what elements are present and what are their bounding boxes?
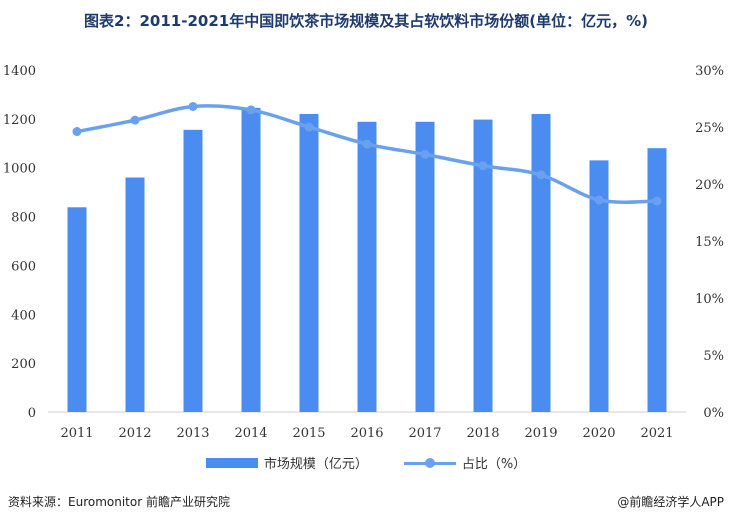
bar <box>241 107 261 412</box>
bar <box>415 121 435 412</box>
bar <box>67 207 87 412</box>
x-tick-label: 2013 <box>176 426 209 441</box>
left-axis: 0 200 400 600 800 1000 1200 1400 <box>3 64 36 421</box>
share-point <box>478 161 488 171</box>
left-tick-label: 1200 <box>3 113 36 128</box>
share-point <box>130 115 140 125</box>
share-point <box>536 170 546 180</box>
chart: 0 200 400 600 800 1000 1200 1400 0% 5% 10% 15% 20% 2… <box>3 64 724 441</box>
left-tick-label: 1400 <box>3 64 36 79</box>
right-tick-label: 25% <box>695 121 724 136</box>
x-tick-label: 2018 <box>466 426 499 441</box>
share-point <box>362 139 372 149</box>
chart-title: 图表2：2011-2021年中国即饮茶市场规模及其占软饮料市场份额(单位：亿元，… <box>84 12 648 30</box>
legend: 市场规模（亿元） 占比（%） <box>0 453 732 472</box>
line-series <box>72 101 662 206</box>
right-tick-label: 20% <box>695 178 724 193</box>
left-tick-label: 600 <box>11 259 36 274</box>
right-tick-label: 30% <box>695 64 724 79</box>
left-tick-label: 800 <box>11 211 36 226</box>
share-point <box>188 101 198 111</box>
legend-item-share: 占比（%） <box>403 453 527 472</box>
left-tick-label: 400 <box>11 308 36 323</box>
source-note: 资料来源：Euromonitor 前瞻产业研究院 <box>8 495 230 509</box>
x-tick-label: 2017 <box>408 426 441 441</box>
bar <box>589 160 609 412</box>
share-point <box>246 105 256 115</box>
x-tick-label: 2012 <box>118 426 151 441</box>
credit-note: @前瞻经济学人APP <box>617 495 724 509</box>
x-tick-label: 2016 <box>350 426 383 441</box>
right-tick-label: 15% <box>695 235 724 250</box>
bar-series <box>67 107 667 412</box>
bar <box>531 113 551 412</box>
x-axis: 2011 2012 2013 2014 2015 2016 2017 2018 2019 2020… <box>60 426 673 441</box>
bar <box>125 177 145 412</box>
legend-label-share: 占比（%） <box>461 457 527 472</box>
left-tick-label: 1000 <box>3 162 36 177</box>
bar <box>647 148 667 412</box>
bar <box>357 121 377 412</box>
right-tick-label: 5% <box>703 349 724 364</box>
share-point <box>420 149 430 159</box>
x-tick-label: 2021 <box>640 426 673 441</box>
legend-line-swatch <box>403 456 456 470</box>
share-point <box>652 196 662 206</box>
right-tick-label: 10% <box>695 292 724 307</box>
right-axis: 0% 5% 10% 15% 20% 25% 30% <box>695 64 724 421</box>
left-tick-label: 200 <box>11 357 36 372</box>
legend-bar-swatch <box>205 457 258 468</box>
x-tick-label: 2015 <box>292 426 325 441</box>
x-tick-label: 2014 <box>234 426 267 441</box>
left-tick-label: 0 <box>28 406 36 421</box>
bar <box>473 119 493 412</box>
legend-item-market-size: 市场规模（亿元） <box>205 453 368 472</box>
bar <box>183 129 203 412</box>
legend-label-market-size: 市场规模（亿元） <box>263 457 368 472</box>
x-tick-label: 2019 <box>524 426 557 441</box>
share-point <box>72 127 82 137</box>
x-tick-label: 2011 <box>60 426 93 441</box>
bar <box>299 113 319 412</box>
share-point <box>594 195 604 205</box>
share-point <box>304 122 314 132</box>
right-tick-label: 0% <box>703 406 724 421</box>
x-tick-label: 2020 <box>582 426 615 441</box>
